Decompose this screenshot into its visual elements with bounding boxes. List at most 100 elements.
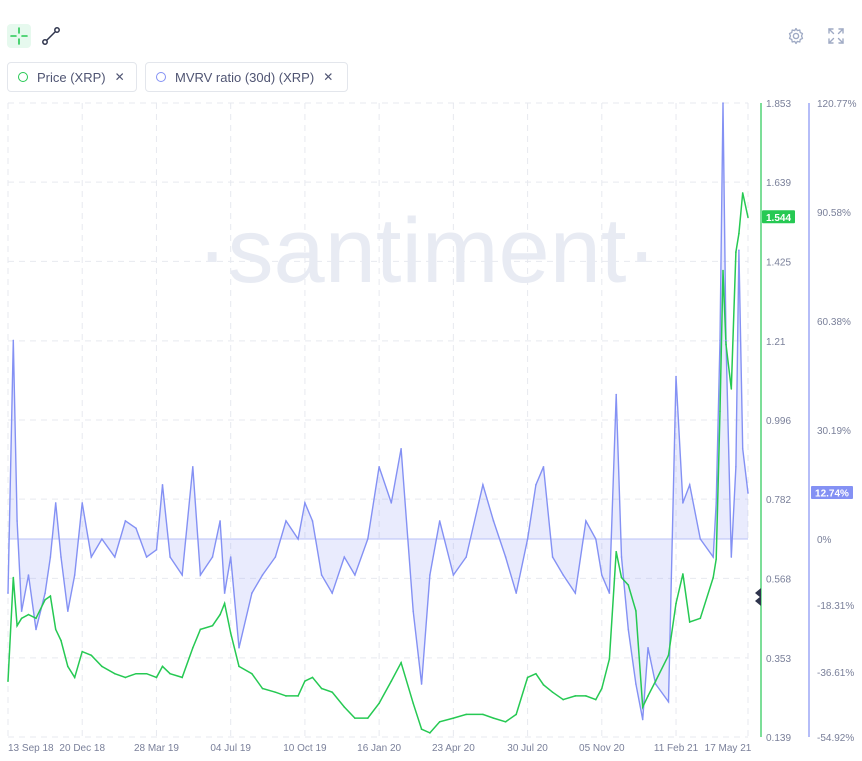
price-data-point: [378, 702, 380, 705]
price-data-point: [155, 676, 158, 679]
price-data-point: [492, 717, 495, 719]
price-data-point: [169, 672, 171, 675]
crosshair-icon: [10, 27, 28, 45]
line-tool-icon: [42, 27, 60, 45]
price-data-point: [67, 665, 69, 668]
price-data-point: [44, 598, 46, 601]
price-tick-label: 1.21: [766, 337, 786, 348]
mvrv-data-point: [562, 574, 564, 576]
price-tick-label: 0.782: [766, 495, 791, 506]
price-data-point: [20, 617, 23, 620]
mvrv-data-point: [515, 592, 518, 594]
price-tick-label: 0.139: [766, 733, 791, 744]
mvrv-data-point: [20, 610, 23, 612]
price-data-point: [699, 617, 702, 620]
mvrv-data-point: [551, 556, 554, 558]
mvrv-data-point: [229, 556, 232, 558]
remove-mvrv-close-icon[interactable]: ✕: [323, 70, 334, 84]
mvrv-data-point: [181, 574, 184, 576]
mvrv-data-point: [81, 502, 84, 504]
x-tick-label: 13 Sep 18: [8, 743, 54, 754]
price-data-point: [725, 343, 727, 346]
mvrv-data-point: [712, 556, 714, 558]
current-mvrv-label: 12.74%: [815, 489, 849, 500]
mvrv-tick-label: 0%: [817, 535, 832, 546]
price-data-point: [7, 680, 9, 682]
mvrv-data-point: [16, 520, 18, 522]
price-data-point: [354, 717, 356, 719]
mvrv-tick-label: -54.92%: [817, 733, 854, 744]
legend-item-mvrv[interactable]: MVRV ratio (30d) (XRP) ✕: [145, 62, 348, 92]
price-data-point: [320, 687, 323, 690]
x-tick-label: 04 Jul 19: [210, 743, 251, 754]
mvrv-data-point: [482, 484, 484, 486]
santiment-watermark: ·santiment·: [197, 200, 657, 302]
price-data-point: [574, 695, 577, 697]
price-data-point: [223, 602, 226, 605]
price-data-point: [682, 573, 684, 575]
mvrv-data-point: [719, 339, 721, 342]
current-price-badge: [762, 210, 795, 224]
mvrv-data-point: [169, 556, 171, 558]
mvrv-data-point: [49, 556, 52, 558]
mvrv-data-point: [311, 520, 314, 522]
mvrv-data-point: [620, 556, 623, 558]
x-tick-label: 16 Jan 20: [357, 743, 401, 754]
price-data-point: [81, 650, 84, 653]
crosshair-tool-button[interactable]: [7, 24, 31, 48]
line-drawing-tool-button[interactable]: [39, 24, 63, 48]
mvrv-data-point: [594, 538, 597, 540]
mvrv-data-point: [585, 520, 587, 522]
price-data-point: [251, 672, 253, 675]
mvrv-data-point: [699, 538, 702, 540]
x-tick-label: 11 Feb 21: [654, 743, 699, 754]
fullscreen-button[interactable]: [824, 24, 848, 48]
price-data-point: [199, 628, 202, 631]
price-data-point: [465, 713, 468, 716]
mvrv-data-point: [261, 574, 264, 576]
x-tick-label: 20 Dec 18: [59, 743, 105, 754]
mvrv-data-point: [641, 718, 644, 721]
price-data-point: [712, 576, 714, 579]
mvrv-data-point: [199, 574, 202, 576]
mvrv-data-point: [331, 592, 333, 594]
mvrv-data-point: [420, 683, 423, 685]
mvrv-tick-label: 30.19%: [817, 426, 851, 437]
settings-button[interactable]: [784, 24, 808, 48]
price-data-point: [35, 617, 37, 620]
price-data-point: [192, 647, 194, 649]
settings-icon: [788, 27, 804, 45]
mvrv-data-point: [378, 465, 380, 468]
mvrv-data-point: [647, 646, 649, 649]
price-series-icon: [18, 72, 28, 82]
mvrv-tick-label: 120.77%: [817, 99, 857, 110]
price-data-point: [730, 388, 733, 390]
price-data-point: [738, 232, 740, 235]
remove-price-close-icon[interactable]: ✕: [114, 70, 125, 84]
mvrv-data-point: [741, 447, 744, 450]
mvrv-data-point: [343, 556, 346, 558]
x-tick-label: 05 Nov 20: [579, 743, 625, 754]
price-data-point: [331, 691, 333, 694]
price-tick-label: 1.425: [766, 257, 791, 268]
price-data-point: [608, 658, 611, 660]
price-data-point: [526, 676, 529, 679]
price-data-point: [135, 672, 137, 675]
x-tick-label: 23 Apr 20: [432, 743, 475, 754]
price-data-point: [27, 613, 30, 616]
legend-label-price: Price (XRP): [37, 69, 106, 85]
price-data-point: [219, 613, 221, 616]
price-tick-label: 1.853: [766, 99, 791, 110]
mvrv-tick-label: -36.61%: [817, 668, 854, 679]
price-data-point: [641, 706, 644, 708]
mvrv-data-point: [615, 393, 618, 396]
price-data-point: [420, 728, 423, 731]
legend-item-price[interactable]: Price (XRP) ✕: [7, 62, 137, 92]
price-data-point: [647, 695, 649, 697]
price-data-point: [390, 680, 393, 682]
mvrv-data-point: [429, 574, 431, 576]
price-data-point: [343, 706, 346, 708]
mvrv-data-point: [526, 538, 529, 540]
mvrv-data-point: [366, 538, 369, 540]
